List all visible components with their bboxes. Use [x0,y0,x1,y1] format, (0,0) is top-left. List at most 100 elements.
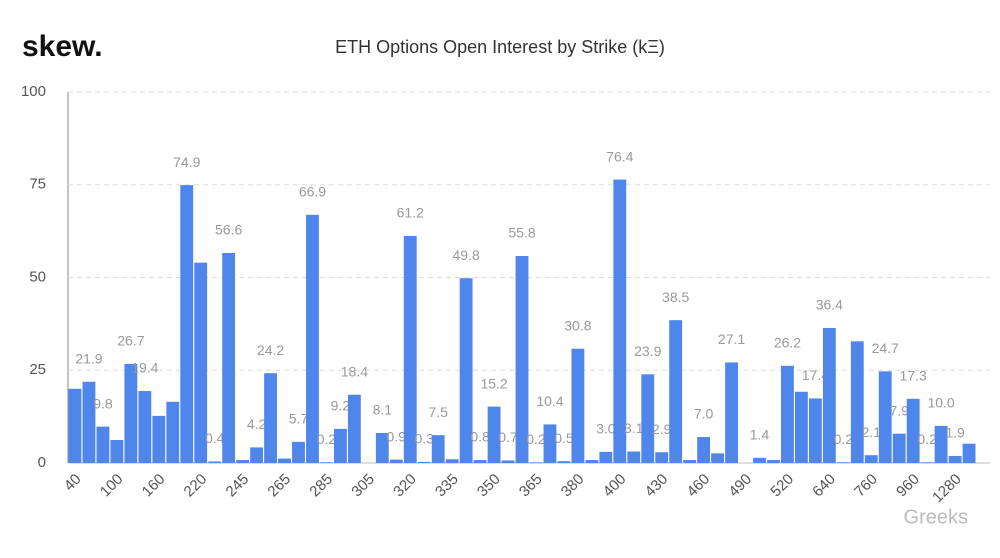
value-label: 36.4 [816,297,843,313]
value-label: 1.9 [945,425,965,441]
y-tick-label: 75 [29,176,46,193]
bar [641,374,655,463]
value-label: 0.8 [470,429,490,445]
bar [110,439,124,463]
bar [306,214,319,463]
bar [264,373,277,463]
bar [711,453,725,463]
value-label: 10.4 [536,393,563,409]
watermark: Greeks [904,506,968,528]
bar [403,235,417,463]
x-tick-label: 490 [725,471,755,501]
bar [808,398,822,463]
x-tick-label: 365 [516,471,546,501]
x-tick-label: 320 [390,471,420,501]
y-tick-label: 25 [29,361,46,378]
value-label: 2.9 [652,421,672,437]
value-label: 0.2 [526,431,546,447]
bar [864,455,878,463]
bar [68,388,82,463]
value-label: 24.2 [257,342,284,358]
bar [389,459,403,463]
bar [124,363,138,463]
value-label: 0.9 [387,428,407,444]
value-label: 9.8 [93,395,113,411]
value-label: 9.2 [331,398,351,414]
value-label: 3.1 [624,420,644,436]
value-label: 15.2 [480,375,507,391]
bar [948,455,962,463]
x-tick-label: 760 [851,471,881,501]
value-label: 0.3 [414,431,434,447]
bar [599,451,613,463]
bar [473,460,487,463]
bar [683,460,697,463]
x-tick-label: 245 [223,471,253,501]
bar [82,381,96,463]
logo: skew. [22,30,103,63]
x-tick-label: 100 [97,471,127,501]
bar [906,398,920,463]
value-label: 0.7 [498,429,518,445]
value-label: 8.1 [373,402,393,418]
x-tick-label: 1280 [929,471,965,507]
bar [445,459,459,463]
value-label: 0.2 [834,431,854,447]
bar [208,461,222,463]
value-label: 5.7 [289,411,309,427]
value-label: 17.4 [802,367,829,383]
bar [962,443,976,463]
y-tick-label: 100 [21,83,46,100]
value-label: 26.7 [117,333,144,349]
x-tick-label: 160 [139,471,169,501]
value-label: 0.5 [554,430,574,446]
chart-title: ETH Options Open Interest by Strike (kΞ) [335,37,665,57]
bar [347,394,361,463]
bar [180,185,194,463]
value-label: 56.6 [215,222,242,238]
value-label: 17.3 [900,368,927,384]
value-label: 4.2 [247,416,267,432]
bar [515,255,529,463]
value-label: 0.2 [917,431,937,447]
value-label: 26.2 [774,335,801,351]
value-label: 30.8 [564,317,591,333]
bar [767,460,780,463]
bar [96,426,110,463]
value-label: 7.0 [694,406,714,422]
value-label: 7.9 [889,402,909,418]
x-tick-label: 265 [264,471,294,501]
x-tick-label: 640 [809,471,839,501]
bar [753,457,766,463]
x-tick-label: 40 [61,471,85,495]
value-label: 24.7 [872,340,899,356]
value-label: 74.9 [173,154,200,170]
value-label: 10.0 [927,395,954,411]
bar [529,462,543,463]
bar [697,437,711,463]
x-tick-label: 350 [474,471,504,501]
x-tick-label: 430 [642,471,672,501]
bar [278,458,291,463]
bar [292,441,305,463]
x-tick-label: 400 [600,471,630,501]
bar [725,362,738,463]
y-tick-label: 0 [38,454,46,471]
value-label: 0.4 [205,430,225,446]
bar [557,461,571,463]
y-tick-label: 50 [29,268,46,285]
value-label: 21.9 [75,350,102,366]
bar [375,432,389,463]
bar [781,365,794,463]
bar [850,341,864,463]
value-label: 2.1 [862,424,882,440]
value-label: 3.0 [596,421,616,437]
bar [892,433,906,463]
value-label: 38.5 [662,289,689,305]
x-tick-label: 460 [684,471,714,501]
value-label: 76.4 [606,148,633,164]
bar [236,460,250,463]
bar [431,435,445,463]
x-tick-label: 380 [558,471,588,501]
